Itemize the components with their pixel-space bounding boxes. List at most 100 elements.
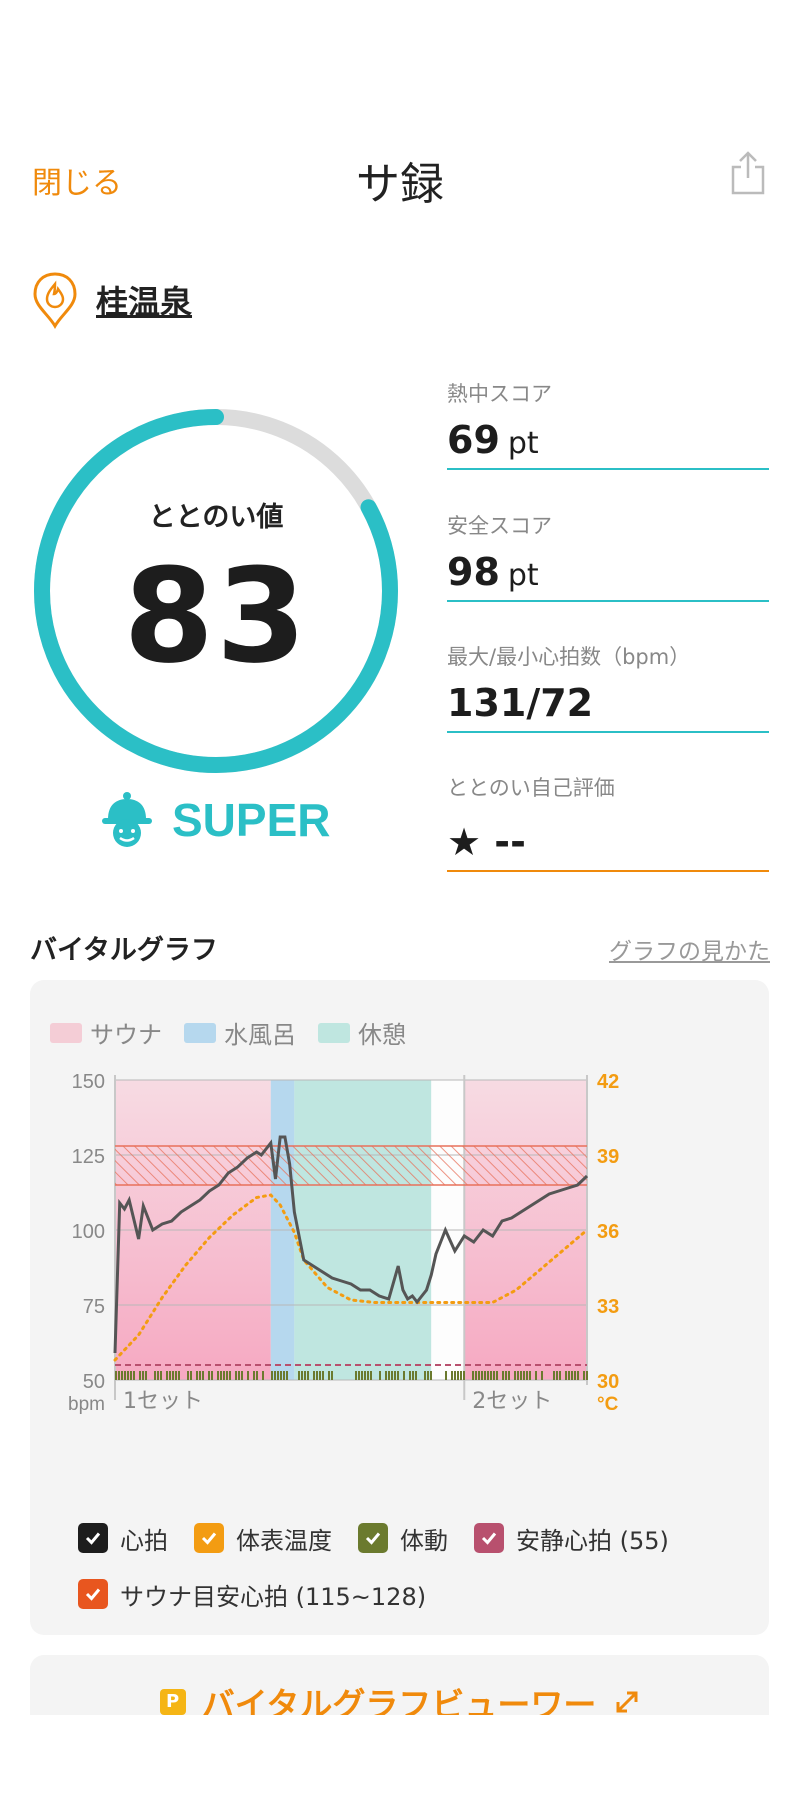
- y-tick-label-right: 39: [597, 1146, 619, 1168]
- motion-tick: [253, 1371, 255, 1380]
- checkbox-checked-icon[interactable]: [358, 1523, 388, 1553]
- facility-name[interactable]: 桂温泉: [96, 283, 193, 321]
- motion-tick: [256, 1371, 258, 1380]
- stat-heart-rate: 最大/最小心拍数（bpm） 131/72: [447, 641, 769, 733]
- motion-tick: [172, 1371, 174, 1380]
- motion-tick: [139, 1371, 141, 1380]
- y-tick-label-right: 30: [597, 1371, 619, 1393]
- motion-tick: [367, 1371, 369, 1380]
- y-tick-label-left: 125: [72, 1146, 105, 1168]
- legend-label: 休憩: [358, 1021, 406, 1049]
- motion-tick: [271, 1371, 273, 1380]
- motion-tick: [115, 1371, 117, 1380]
- motion-tick: [130, 1371, 132, 1380]
- toggle-body-motion[interactable]: 体動: [358, 1521, 448, 1556]
- motion-tick: [316, 1371, 318, 1380]
- motion-tick: [493, 1371, 495, 1380]
- motion-tick: [226, 1371, 228, 1380]
- stat-label: 安全スコア: [447, 514, 552, 538]
- motion-tick: [409, 1371, 411, 1380]
- motion-tick: [403, 1371, 405, 1380]
- motion-tick: [283, 1371, 285, 1380]
- motion-tick: [118, 1371, 120, 1380]
- motion-tick: [577, 1371, 579, 1380]
- bottom-safe-area: [0, 1715, 800, 1795]
- y-tick-label-left: 50: [83, 1371, 105, 1393]
- toggle-target-hr[interactable]: サウナ目安心拍 (115~128): [78, 1577, 426, 1612]
- stat-divider: [447, 600, 769, 602]
- header: 閉じる サ録: [0, 140, 800, 210]
- temp-series-line: [113, 1193, 589, 1362]
- motion-tick: [328, 1371, 330, 1380]
- checkbox-checked-icon[interactable]: [78, 1523, 108, 1553]
- graph-help-link[interactable]: グラフの見かた: [609, 939, 770, 965]
- motion-tick: [478, 1371, 480, 1380]
- checkbox-checked-icon[interactable]: [78, 1579, 108, 1609]
- toggle-skin-temp[interactable]: 体表温度: [194, 1521, 332, 1556]
- motion-tick: [553, 1371, 555, 1380]
- motion-tick: [463, 1371, 465, 1380]
- stat-divider: [447, 731, 769, 733]
- motion-tick: [364, 1371, 366, 1380]
- sauna-hat-face-icon: [102, 792, 152, 847]
- motion-tick: [583, 1371, 585, 1380]
- motion-tick: [508, 1371, 510, 1380]
- motion-tick: [355, 1371, 357, 1380]
- motion-tick: [208, 1371, 210, 1380]
- motion-tick: [529, 1371, 531, 1380]
- share-icon[interactable]: [730, 150, 766, 196]
- motion-tick: [154, 1371, 156, 1380]
- motion-tick: [286, 1371, 288, 1380]
- motion-tick: [196, 1371, 198, 1380]
- section-title: バイタルグラフ: [30, 935, 218, 966]
- motion-tick: [358, 1371, 360, 1380]
- gauge-arc: [34, 409, 398, 773]
- checkbox-checked-icon[interactable]: [194, 1523, 224, 1553]
- motion-tick: [217, 1371, 219, 1380]
- motion-tick: [322, 1371, 324, 1380]
- legend-swatch-rest: [318, 1022, 350, 1043]
- target-hr-band: [115, 1146, 587, 1185]
- motion-tick: [559, 1371, 561, 1380]
- motion-tick: [229, 1371, 231, 1380]
- motion-tick: [331, 1371, 333, 1380]
- motion-tick: [319, 1371, 321, 1380]
- page-title: サ録: [356, 159, 444, 210]
- motion-tick: [211, 1371, 213, 1380]
- motion-tick: [145, 1371, 147, 1380]
- stat-divider: [447, 870, 769, 872]
- right-axis-unit: °C: [597, 1394, 619, 1415]
- motion-tick: [565, 1371, 567, 1380]
- close-button[interactable]: 閉じる: [32, 166, 122, 201]
- sauna-pin-icon: [33, 272, 77, 329]
- motion-tick: [502, 1371, 504, 1380]
- motion-tick: [475, 1371, 477, 1380]
- motion-tick: [313, 1371, 315, 1380]
- checkbox-checked-icon[interactable]: [474, 1523, 504, 1553]
- toggle-label: サウナ目安心拍 (115~128): [120, 1582, 427, 1611]
- motion-tick: [397, 1371, 399, 1380]
- motion-tick: [385, 1371, 387, 1380]
- motion-tick: [394, 1371, 396, 1380]
- motion-tick: [223, 1371, 225, 1380]
- facility-row[interactable]: 桂温泉: [30, 270, 192, 330]
- motion-tick: [523, 1371, 525, 1380]
- legend-label: サウナ: [90, 1021, 162, 1049]
- motion-tick: [307, 1371, 309, 1380]
- motion-tick: [487, 1371, 489, 1380]
- toggle-resting-hr[interactable]: 安静心拍 (55): [474, 1521, 669, 1556]
- motion-tick: [520, 1371, 522, 1380]
- set-label: 1セット: [123, 1389, 203, 1414]
- motion-tick: [388, 1371, 390, 1380]
- stat-self-rating[interactable]: ととのい自己評価 ★ --: [447, 772, 769, 872]
- motion-tick: [541, 1371, 543, 1380]
- legend-swatch-sauna: [50, 1022, 82, 1043]
- expand-arrows-icon: [616, 1691, 638, 1713]
- toggle-heart-rate[interactable]: 心拍: [78, 1521, 168, 1556]
- motion-tick: [301, 1371, 303, 1380]
- vital-chart[interactable]: 150 125 100 75 50 42 39 36 33 30 bpm °C 1セット 2セット: [30, 1065, 769, 1485]
- motion-tick: [187, 1371, 189, 1380]
- motion-tick: [481, 1371, 483, 1380]
- motion-tick: [586, 1371, 588, 1380]
- gauge-label: ととのい値: [148, 502, 284, 533]
